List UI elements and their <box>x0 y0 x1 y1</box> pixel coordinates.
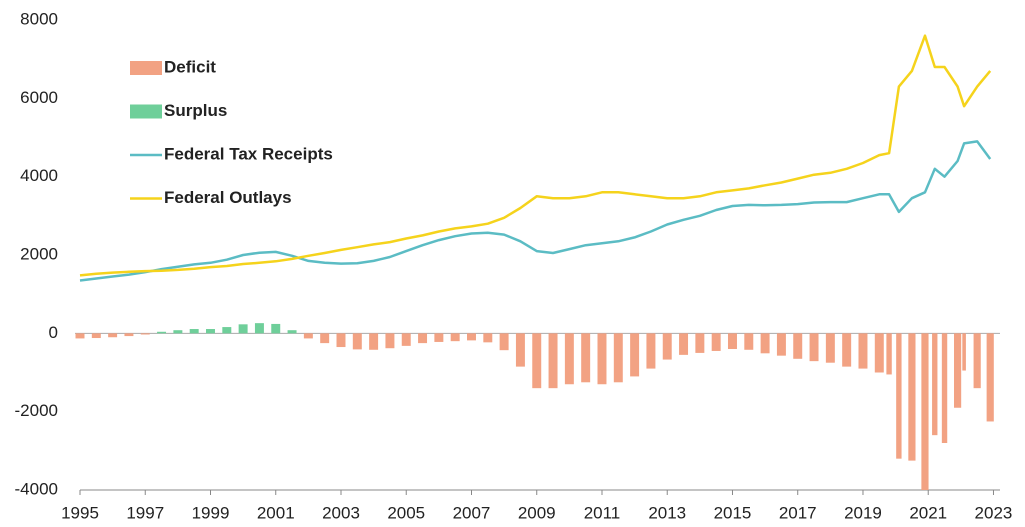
bar <box>932 333 938 436</box>
bar <box>896 333 902 459</box>
line <box>79 34 992 277</box>
bar <box>157 331 167 334</box>
bar <box>532 333 542 389</box>
y-tick-label: 8000 <box>20 9 58 28</box>
bar <box>303 333 313 339</box>
bar <box>336 333 346 348</box>
y-tick-label: -4000 <box>15 479 58 498</box>
bar <box>630 333 640 377</box>
bar <box>450 333 460 342</box>
bar <box>140 333 150 335</box>
bar <box>418 333 428 344</box>
bar <box>954 333 962 408</box>
legend-label: Federal Tax Receipts <box>164 144 333 163</box>
bar <box>921 333 929 490</box>
x-tick-label: 2013 <box>648 503 686 522</box>
bar <box>679 333 689 355</box>
bar <box>287 330 297 334</box>
bar <box>858 333 868 369</box>
x-tick-label: 2021 <box>909 503 947 522</box>
y-tick-label: 2000 <box>20 244 58 263</box>
x-tick-label: 1999 <box>192 503 230 522</box>
bar <box>91 333 101 339</box>
bar <box>809 333 819 362</box>
bar <box>222 327 232 334</box>
bar <box>515 333 525 367</box>
bar <box>776 333 786 356</box>
x-tick-label: 2015 <box>714 503 752 522</box>
bar <box>254 323 264 334</box>
bar <box>962 333 966 371</box>
legend-swatch <box>130 104 162 119</box>
x-tick-label: 1997 <box>126 503 164 522</box>
bar <box>886 333 892 375</box>
bar <box>499 333 509 351</box>
bar <box>711 333 721 351</box>
bar <box>401 333 411 346</box>
bar <box>320 333 330 344</box>
y-tick-label: 6000 <box>20 88 58 107</box>
x-tick-label: 1995 <box>61 503 99 522</box>
bar <box>173 330 183 334</box>
bar <box>189 329 199 334</box>
x-tick-label: 2017 <box>779 503 817 522</box>
bar <box>613 333 623 383</box>
y-tick-label: -2000 <box>15 401 58 420</box>
bar <box>434 333 444 342</box>
x-tick-label: 2011 <box>584 503 621 522</box>
legend-label: Deficit <box>164 57 216 76</box>
bar <box>206 329 215 334</box>
bar <box>352 333 362 350</box>
bar <box>941 333 948 443</box>
legend-label: Surplus <box>164 101 227 120</box>
bar <box>646 333 656 369</box>
bar <box>662 333 672 360</box>
x-tick-label: 2005 <box>387 503 425 522</box>
bar <box>744 333 754 350</box>
y-tick-label: 4000 <box>20 166 58 185</box>
bar <box>467 333 476 341</box>
bar <box>842 333 852 367</box>
bar <box>825 333 835 363</box>
bar <box>238 324 248 334</box>
bar <box>564 333 574 385</box>
line <box>79 140 992 282</box>
bar <box>124 333 134 337</box>
bar <box>483 333 493 343</box>
x-tick-label: 2009 <box>518 503 556 522</box>
bar <box>75 333 85 339</box>
bar <box>760 333 770 354</box>
x-tick-label: 2023 <box>975 503 1013 522</box>
y-tick-label: 0 <box>49 323 58 342</box>
bar <box>986 333 994 422</box>
bar <box>727 333 737 349</box>
x-tick-label: 2001 <box>257 503 295 522</box>
legend-label: Federal Outlays <box>164 188 292 207</box>
legend-swatch <box>130 61 162 75</box>
bar <box>385 333 395 349</box>
bar <box>793 333 803 359</box>
bar <box>581 333 591 383</box>
bar <box>108 333 118 338</box>
bar <box>695 333 705 353</box>
bar <box>369 333 379 350</box>
bar <box>973 333 981 389</box>
bar <box>548 333 558 389</box>
bar <box>874 333 884 373</box>
x-tick-label: 2003 <box>322 503 360 522</box>
bar <box>271 323 281 334</box>
x-tick-label: 2007 <box>453 503 491 522</box>
x-tick-label: 2019 <box>844 503 882 522</box>
bar <box>597 333 607 385</box>
bar <box>908 333 916 461</box>
